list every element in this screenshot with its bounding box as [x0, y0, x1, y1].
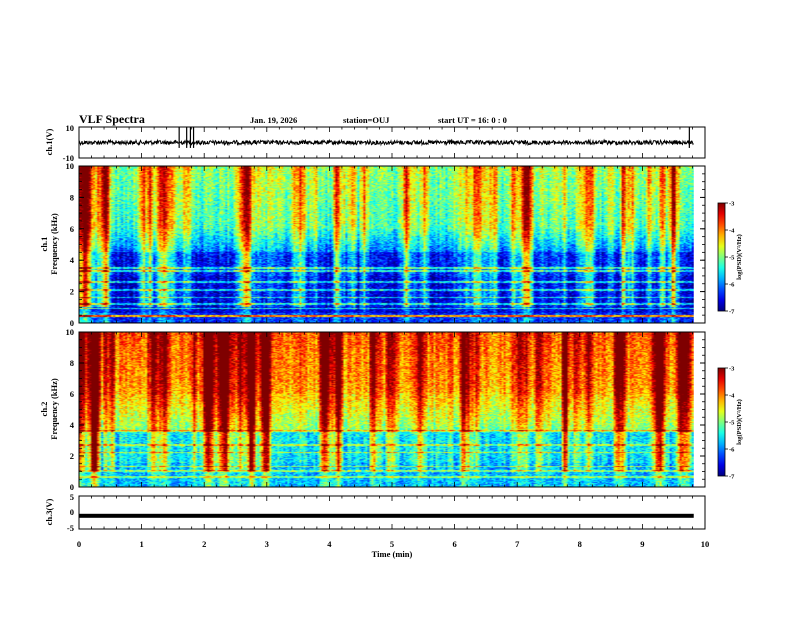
ch1-spec-ylabel-1: ch.1 [39, 237, 49, 252]
ch1-wave-ylabel: ch.1(V) [44, 128, 54, 155]
time-axis-title: Time (min) [372, 549, 413, 559]
ch3-ytick-mid: 0 [70, 507, 74, 517]
time-tick-label: 1 [139, 539, 143, 549]
time-tick-label: 2 [202, 539, 206, 549]
colorbar-tick-label: -3 [729, 201, 735, 208]
time-tick-label: 7 [515, 539, 520, 549]
time-tick-label: 10 [701, 539, 710, 549]
figure-title: VLF Spectra [79, 112, 145, 126]
time-axis-labels: 0 1 2 3 4 5 6 7 8 9 10 [77, 539, 709, 549]
time-axis-ticks [78, 127, 706, 529]
colorbar-tick-label: -3 [729, 366, 735, 373]
ch1-spec-yticks: 0 2 4 6 8 10 [66, 161, 705, 328]
colorbar-scale [717, 367, 726, 477]
start-ut-label: start UT = 16: 0 : 0 [438, 115, 507, 125]
ch2-colorbar: -3 -4 -5 -6 -7 log(PSD)(V²/Hz) [717, 366, 743, 481]
spec-ytick-label: 2 [70, 287, 74, 297]
time-tick-label: 6 [452, 539, 456, 549]
ch3-ytick-top: 5 [70, 492, 74, 502]
time-tick-label: 3 [265, 539, 269, 549]
ch1-colorbar: -3 -4 -5 -6 -7 log(PSD)(V²/Hz) [717, 201, 743, 316]
colorbar-tick-label: -5 [729, 255, 735, 262]
spec-ytick-label: 10 [66, 161, 75, 171]
spec-ytick-label: 0 [70, 318, 74, 328]
time-tick-label: 4 [327, 539, 332, 549]
time-tick-label: 0 [77, 539, 81, 549]
ch3-wave-ylabel: ch.3(V) [44, 498, 54, 525]
colorbar-tick-label: -5 [729, 420, 735, 427]
date-label: Jan. 19, 2026 [250, 115, 297, 125]
ch1-waveform-trace [78, 138, 694, 147]
panel-ch3-waveform: 5 0 -5 ch.3(V) [44, 492, 706, 533]
spec-ytick-label: 4 [70, 255, 75, 265]
ch2-spec-yticks: 0 2 4 6 8 10 [66, 327, 705, 492]
colorbar-tick-label: -4 [729, 393, 735, 400]
time-tick-label: 9 [640, 539, 644, 549]
colorbar-label: log(PSD)(V²/Hz) [736, 234, 743, 280]
spec-ytick-label: 10 [66, 327, 75, 337]
colorbar-tick-label: -7 [729, 474, 735, 481]
ch2-spec-ylabel-2: Frequency (kHz) [49, 378, 59, 440]
time-tick-label: 8 [578, 539, 582, 549]
ch1-spec-ylabel-2: Frequency (kHz) [49, 213, 59, 275]
colorbar-label: log(PSD)(V²/Hz) [736, 399, 743, 445]
colorbar-tick-label: -4 [729, 228, 735, 235]
ch1-ytick-top: 10 [66, 123, 75, 133]
panel-ch2-spectrogram: 0 2 4 6 8 10 ch.2 Frequency (kHz) -3 -4 -5 -6 -7 l… [39, 327, 743, 492]
time-tick-label: 5 [390, 539, 394, 549]
ch1-ytick-bottom: -10 [63, 153, 74, 163]
spec-ytick-label: 6 [70, 224, 74, 234]
ch3-waveform-trace [79, 513, 694, 518]
panel-ch1-spectrogram: 0 2 4 6 8 10 ch.1 Frequency (kHz) -3 -4 -5 -6 -7 l… [39, 161, 743, 328]
station-label: station=OUJ [343, 115, 390, 125]
colorbar-tick-label: -6 [729, 447, 735, 454]
spec-ytick-label: 2 [70, 451, 74, 461]
colorbar-tick-label: -7 [729, 309, 735, 316]
ch1-spikes [178, 127, 690, 148]
panel-ch1-waveform: 10 -10 ch.1(V) [44, 123, 706, 163]
spec-ytick-label: 4 [70, 420, 75, 430]
ch2-spectrogram-image [79, 332, 694, 487]
ch2-spec-ylabel-1: ch.2 [39, 402, 49, 417]
ch1-spectrogram-image [79, 166, 694, 323]
spec-ytick-label: 8 [70, 192, 74, 202]
ch3-ytick-bottom: -5 [67, 523, 74, 533]
spec-ytick-label: 6 [70, 389, 74, 399]
spec-ytick-label: 0 [70, 482, 74, 492]
colorbar-scale [717, 202, 726, 312]
colorbar-tick-label: -6 [729, 282, 735, 289]
spec-ytick-label: 8 [70, 358, 74, 368]
